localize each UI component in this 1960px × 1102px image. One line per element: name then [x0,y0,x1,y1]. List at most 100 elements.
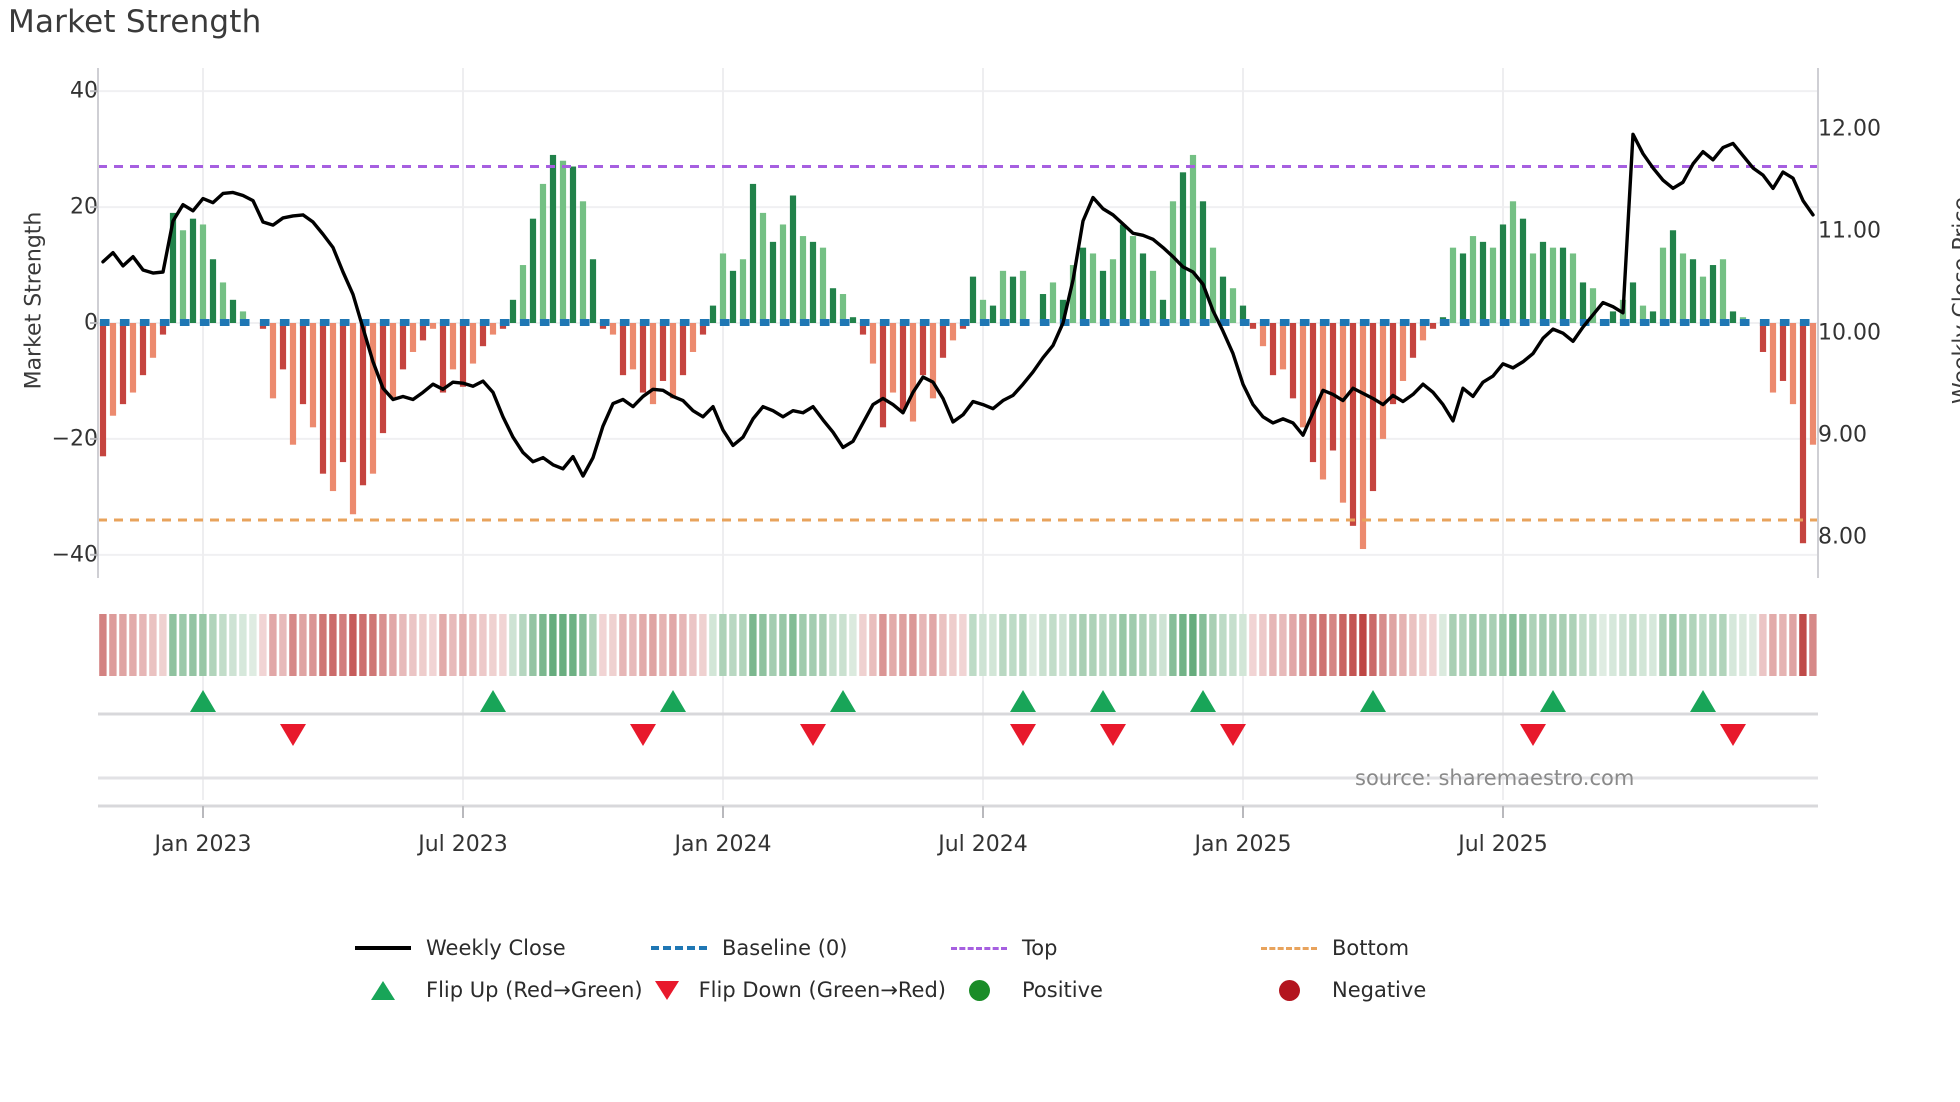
heatmap-cell [1289,614,1297,676]
bar [1479,241,1487,323]
heatmap-cell [529,614,537,676]
bar [889,323,897,393]
heatmap-cell [1599,614,1607,676]
legend-item[interactable]: Top [946,928,1256,968]
heatmap-cell [1129,614,1137,676]
axis-lines [90,68,1819,818]
bar [1699,276,1707,323]
heatmap-cell [1549,614,1557,676]
heatmap-cell [1429,614,1437,676]
legend-item[interactable]: Baseline (0) [646,928,946,968]
heatmap-cell [859,614,867,676]
y-tick-right: 9.00 [1818,422,1867,448]
heatmap-cell [249,614,257,676]
heatmap-cell [1119,614,1127,676]
baseline-dash [1379,319,1390,326]
bar [1129,236,1137,323]
baseline-dash [1159,319,1170,326]
bar [1199,201,1207,323]
heatmap-cell [1589,614,1597,676]
heatmap-cell [1199,614,1207,676]
heatmap-cell [1299,614,1307,676]
baseline-dash [939,319,950,326]
baseline-dash [1399,319,1410,326]
heatmap-cell [1379,614,1387,676]
heatmap-cell [1539,614,1547,676]
heatmap-cell [1139,614,1147,676]
heatmap-cell [349,614,357,676]
heatmap-cell [799,614,807,676]
heatmap-cell [219,614,227,676]
bar [129,323,137,393]
heatmap-cell [1229,614,1237,676]
baseline-dash [1659,319,1670,326]
legend-item[interactable]: Positive [946,970,1256,1010]
bar [219,282,227,323]
heatmap-cell [609,614,617,676]
legend-item[interactable]: Flip Up (Red→Green) [350,970,646,1010]
baseline-dash [979,319,990,326]
baseline-dash [779,319,790,326]
flip-up-marker [1360,690,1386,712]
bar [1449,247,1457,323]
bar [459,323,467,387]
baseline-dash [1199,319,1210,326]
baseline-dash [839,319,850,326]
heatmap-cell [1159,614,1167,676]
baseline-dash [199,319,210,326]
bar [899,323,907,410]
heatmap-cell [619,614,627,676]
heatmap-cell [819,614,827,676]
flip-up-marker [1690,690,1716,712]
baseline-dash [1779,319,1790,326]
bar [1709,265,1717,323]
heatmap-cell [809,614,817,676]
flip-up-marker [660,690,686,712]
bar [489,323,497,335]
legend-item[interactable]: Weekly Close [350,928,646,968]
heatmap-cell [499,614,507,676]
heatmap-cell [679,614,687,676]
bar [1779,323,1787,381]
bar [729,270,737,323]
baseline-dash [619,319,630,326]
heatmap-cell [1529,614,1537,676]
bar [119,323,127,405]
legend-item[interactable]: Bottom [1256,928,1556,968]
bar [669,323,677,399]
bar [359,323,367,486]
bar [1589,288,1597,323]
heatmap-cell [1259,614,1267,676]
bar [1229,288,1237,323]
legend-item[interactable]: Negative [1256,970,1556,1010]
heatmap-cell [1509,614,1517,676]
baseline-dash [139,319,150,326]
baseline-dash [1599,319,1610,326]
bar [1039,294,1047,323]
flip-down-marker [1100,724,1126,746]
bar [469,323,477,364]
heatmap-cell [339,614,347,676]
heatmap-cell [489,614,497,676]
bar [979,299,987,323]
heatmap-cell [129,614,137,676]
flip-down-marker [800,724,826,746]
heatmap-cell [669,614,677,676]
heatmap-cell [439,614,447,676]
heatmap-cell [1659,614,1667,676]
legend-item[interactable]: Flip Down (Green→Red) [646,970,946,1010]
baseline-dash [1419,319,1430,326]
heatmap-cell [139,614,147,676]
heatmap-cell [739,614,747,676]
heatmap-cell [939,614,947,676]
heatmap-cell [99,614,107,676]
heatmap-cell [1389,614,1397,676]
bar [1579,282,1587,323]
bar [169,212,177,323]
heatmap-cell [389,614,397,676]
heatmap-cell [829,614,837,676]
baseline-dash [1799,319,1810,326]
baseline-dash [479,319,490,326]
heatmap-cell [309,614,317,676]
